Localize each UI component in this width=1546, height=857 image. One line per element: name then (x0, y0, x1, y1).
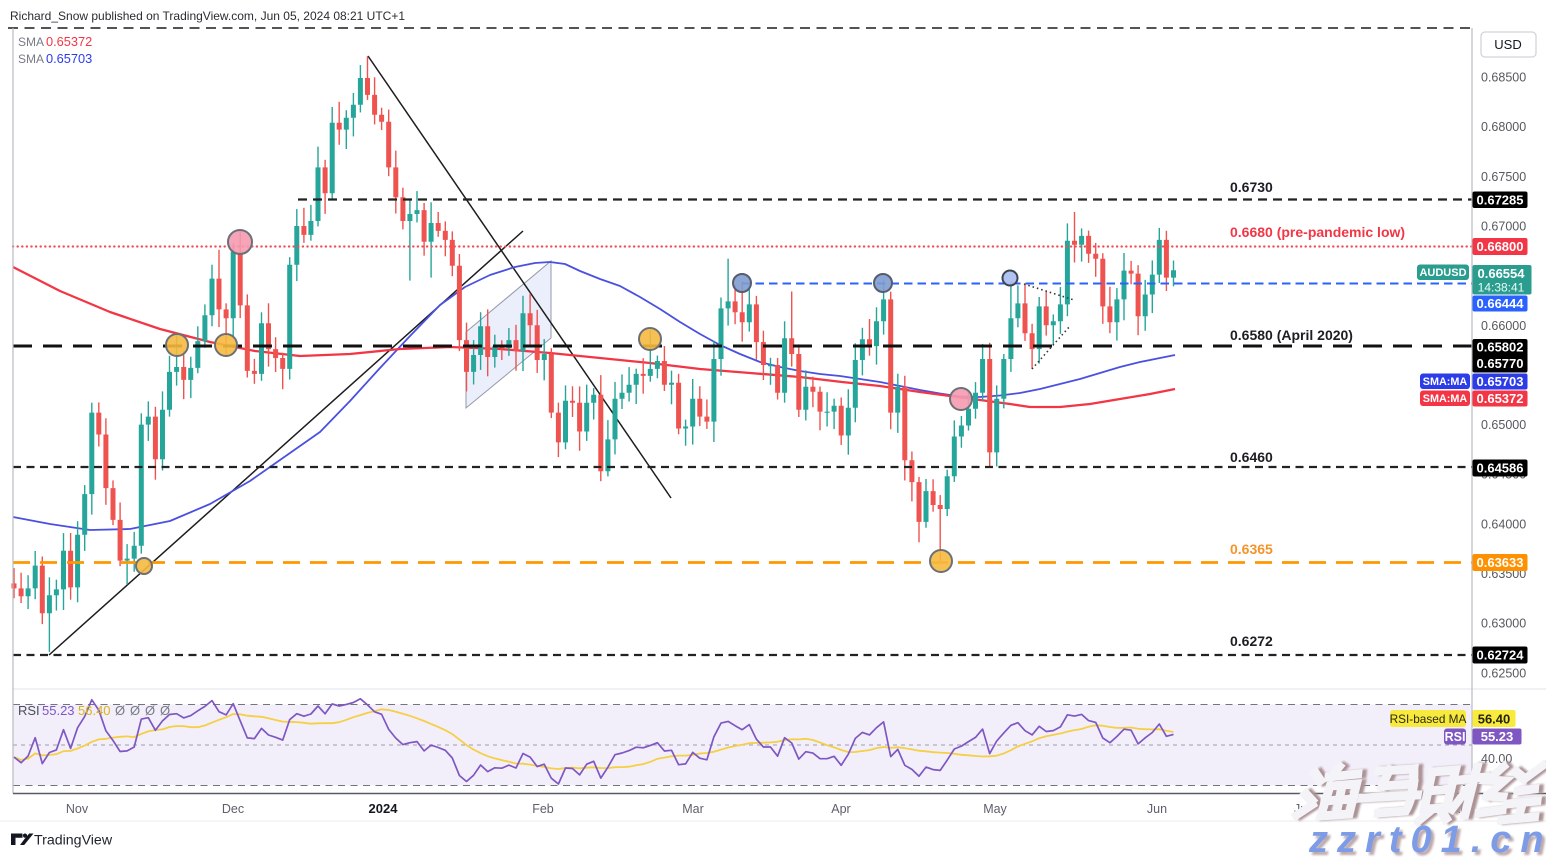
svg-text:0.67285: 0.67285 (1477, 192, 1524, 207)
svg-text:Ø: Ø (130, 703, 140, 718)
svg-text:0.65372: 0.65372 (1477, 391, 1524, 406)
svg-text:USD: USD (1494, 37, 1521, 52)
svg-text:SMA:MA: SMA:MA (1423, 376, 1468, 388)
svg-text:SMA: SMA (18, 35, 44, 49)
svg-text:0.65802: 0.65802 (1477, 340, 1524, 355)
svg-text:0.65372: 0.65372 (46, 34, 92, 49)
svg-text:0.6730: 0.6730 (1230, 179, 1273, 195)
svg-text:0.65770: 0.65770 (1477, 356, 1524, 371)
svg-text:RSI: RSI (1445, 730, 1466, 744)
svg-text:0.68000: 0.68000 (1481, 120, 1526, 134)
svg-text:0.6272: 0.6272 (1230, 633, 1273, 649)
svg-text:Mar: Mar (682, 802, 704, 816)
svg-text:Ø: Ø (145, 703, 155, 718)
svg-text:SMA: SMA (18, 52, 44, 66)
svg-text:0.66800: 0.66800 (1477, 239, 1524, 254)
svg-text:RSI: RSI (18, 703, 40, 718)
svg-text:0.6680 (pre-pandemic low): 0.6680 (pre-pandemic low) (1230, 224, 1405, 240)
svg-text:0.67000: 0.67000 (1481, 220, 1526, 234)
svg-text:AUDUSD: AUDUSD (1419, 267, 1466, 279)
svg-text:Ø: Ø (160, 703, 170, 718)
svg-text:0.65703: 0.65703 (1477, 374, 1524, 389)
svg-text:0.65000: 0.65000 (1481, 418, 1526, 432)
svg-text:Jun: Jun (1147, 802, 1167, 816)
svg-text:0.6580 (April 2020): 0.6580 (April 2020) (1230, 327, 1353, 343)
svg-text:0.66000: 0.66000 (1481, 319, 1526, 333)
svg-text:0.66554: 0.66554 (1478, 266, 1526, 281)
svg-text:0.6460: 0.6460 (1230, 449, 1273, 465)
svg-text:0.63633: 0.63633 (1477, 555, 1524, 570)
svg-text:TradingView: TradingView (34, 833, 113, 849)
svg-text:0.62500: 0.62500 (1481, 666, 1526, 680)
svg-text:55.23: 55.23 (1481, 729, 1514, 744)
svg-text:Dec: Dec (222, 802, 244, 816)
svg-text:55.23: 55.23 (42, 703, 75, 718)
svg-text:2024: 2024 (369, 801, 399, 816)
svg-text:SMA:MA: SMA:MA (1423, 393, 1468, 405)
svg-text:0.62724: 0.62724 (1477, 648, 1525, 663)
svg-text:zzrt01.cn: zzrt01.cn (1311, 822, 1546, 857)
svg-text:May: May (983, 802, 1007, 816)
svg-text:14:38:41: 14:38:41 (1478, 281, 1525, 295)
svg-text:Richard_Snow published on Trad: Richard_Snow published on TradingView.co… (10, 9, 405, 23)
svg-text:Nov: Nov (66, 802, 89, 816)
svg-text:0.64586: 0.64586 (1477, 461, 1524, 476)
svg-text:0.63000: 0.63000 (1481, 617, 1526, 631)
svg-text:zzrt01.cn: zzrt01.cn (1308, 819, 1546, 857)
svg-text:0.67500: 0.67500 (1481, 170, 1526, 184)
svg-text:0.65703: 0.65703 (46, 51, 92, 66)
svg-text:0.68500: 0.68500 (1481, 71, 1526, 85)
svg-text:56.40: 56.40 (78, 703, 111, 718)
svg-text:RSI-based MA: RSI-based MA (1390, 712, 1467, 726)
svg-text:Feb: Feb (532, 802, 554, 816)
svg-text:Apr: Apr (831, 802, 850, 816)
svg-text:0.66444: 0.66444 (1477, 296, 1525, 311)
svg-text:56.40: 56.40 (1478, 712, 1511, 727)
svg-text:0.6365: 0.6365 (1230, 541, 1273, 557)
svg-text:0.64000: 0.64000 (1481, 517, 1526, 531)
svg-text:Ø: Ø (115, 703, 125, 718)
